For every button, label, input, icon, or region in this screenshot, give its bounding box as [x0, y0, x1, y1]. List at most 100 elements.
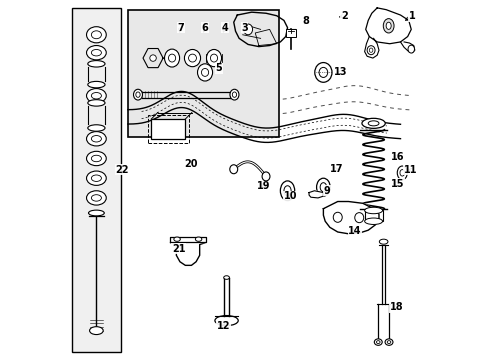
- Ellipse shape: [316, 178, 329, 196]
- Text: 11: 11: [403, 165, 416, 175]
- Ellipse shape: [364, 218, 382, 225]
- Ellipse shape: [91, 155, 101, 162]
- Ellipse shape: [367, 121, 378, 126]
- Polygon shape: [323, 202, 378, 234]
- Ellipse shape: [280, 181, 294, 201]
- Text: 18: 18: [389, 302, 403, 312]
- Ellipse shape: [174, 237, 180, 241]
- Text: 7: 7: [177, 23, 183, 33]
- Ellipse shape: [89, 327, 103, 334]
- Ellipse shape: [88, 60, 105, 67]
- Ellipse shape: [86, 132, 106, 146]
- Text: 6: 6: [201, 23, 208, 33]
- Text: 13: 13: [333, 67, 346, 77]
- Bar: [151, 119, 185, 139]
- Ellipse shape: [86, 45, 106, 60]
- Ellipse shape: [376, 341, 379, 343]
- Ellipse shape: [91, 195, 101, 201]
- Ellipse shape: [91, 49, 101, 56]
- Ellipse shape: [232, 92, 236, 97]
- Ellipse shape: [384, 339, 392, 345]
- Polygon shape: [364, 37, 378, 58]
- Text: 5: 5: [215, 63, 222, 73]
- Ellipse shape: [364, 207, 382, 214]
- Ellipse shape: [91, 93, 101, 99]
- Text: 2: 2: [340, 11, 347, 21]
- Ellipse shape: [88, 81, 105, 88]
- Bar: [364, 211, 382, 221]
- Ellipse shape: [86, 191, 106, 205]
- Ellipse shape: [223, 276, 229, 279]
- Ellipse shape: [383, 19, 393, 33]
- Ellipse shape: [91, 135, 101, 142]
- Text: 22: 22: [115, 165, 128, 175]
- Text: 9: 9: [323, 186, 330, 196]
- Polygon shape: [365, 8, 410, 44]
- Ellipse shape: [86, 151, 106, 166]
- Ellipse shape: [368, 48, 372, 52]
- Ellipse shape: [361, 118, 385, 129]
- Ellipse shape: [373, 339, 382, 345]
- Ellipse shape: [386, 22, 390, 30]
- Ellipse shape: [88, 210, 104, 216]
- Ellipse shape: [366, 46, 374, 55]
- Ellipse shape: [149, 55, 156, 61]
- Ellipse shape: [284, 186, 290, 196]
- Ellipse shape: [88, 100, 105, 106]
- Text: 8: 8: [302, 17, 309, 27]
- Ellipse shape: [399, 170, 404, 176]
- Ellipse shape: [86, 171, 106, 185]
- Ellipse shape: [262, 172, 269, 181]
- Ellipse shape: [320, 183, 326, 192]
- Ellipse shape: [188, 54, 196, 62]
- Bar: [72, 8, 121, 352]
- Text: 20: 20: [184, 159, 198, 169]
- Ellipse shape: [229, 89, 239, 100]
- Text: 14: 14: [347, 226, 361, 236]
- Ellipse shape: [243, 24, 252, 35]
- Text: 16: 16: [390, 152, 404, 162]
- Ellipse shape: [386, 341, 390, 343]
- Ellipse shape: [314, 63, 331, 82]
- Ellipse shape: [201, 68, 208, 76]
- Bar: [148, 116, 188, 143]
- Ellipse shape: [91, 175, 101, 181]
- Text: 12: 12: [217, 321, 230, 331]
- Polygon shape: [128, 91, 400, 143]
- Text: 1: 1: [408, 12, 414, 22]
- Text: 21: 21: [171, 244, 185, 254]
- Ellipse shape: [396, 166, 407, 180]
- Text: 10: 10: [283, 191, 297, 201]
- Bar: [128, 10, 278, 137]
- Text: 4: 4: [221, 23, 228, 33]
- Ellipse shape: [86, 27, 106, 43]
- Ellipse shape: [86, 89, 106, 103]
- Ellipse shape: [206, 49, 221, 67]
- Ellipse shape: [214, 316, 238, 325]
- Ellipse shape: [91, 31, 101, 39]
- Polygon shape: [255, 30, 276, 45]
- Ellipse shape: [168, 54, 175, 62]
- Text: 15: 15: [390, 179, 404, 189]
- Polygon shape: [400, 42, 414, 53]
- Text: 3: 3: [241, 23, 247, 33]
- Ellipse shape: [210, 54, 217, 62]
- Text: 17: 17: [329, 164, 343, 174]
- Bar: [286, 30, 295, 37]
- Ellipse shape: [354, 213, 363, 223]
- Polygon shape: [169, 237, 205, 242]
- Ellipse shape: [333, 212, 342, 222]
- Ellipse shape: [88, 125, 105, 131]
- Ellipse shape: [136, 92, 140, 97]
- Ellipse shape: [407, 45, 414, 53]
- Text: 19: 19: [256, 181, 270, 191]
- Ellipse shape: [184, 49, 200, 67]
- Ellipse shape: [197, 64, 212, 81]
- Ellipse shape: [319, 67, 327, 77]
- Ellipse shape: [133, 89, 142, 100]
- Ellipse shape: [195, 237, 202, 241]
- Ellipse shape: [379, 239, 387, 244]
- Polygon shape: [308, 191, 323, 198]
- Ellipse shape: [164, 49, 179, 67]
- Ellipse shape: [229, 165, 237, 174]
